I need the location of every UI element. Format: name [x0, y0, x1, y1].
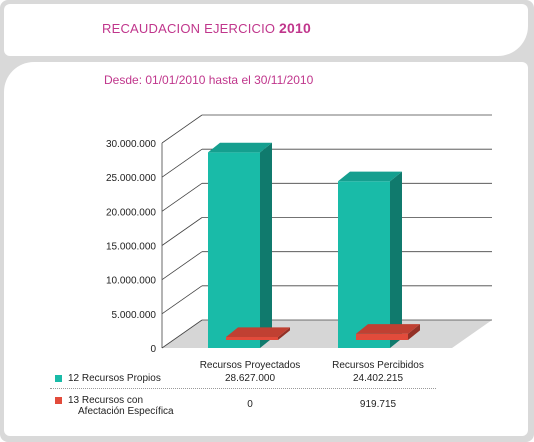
y-tick-label: 0 [150, 344, 156, 355]
bar-0-0-front [208, 152, 260, 348]
title-text: RECAUDACION EJERCICIO [102, 21, 276, 36]
bar-1-1-front [356, 333, 408, 340]
value-series2-projected: 0 [247, 399, 253, 410]
category-label-projected: Recursos Proyectados [199, 360, 301, 371]
legend-swatch-series1 [55, 375, 62, 382]
value-series2-received: 919.715 [359, 399, 397, 410]
gridline-diagonal [161, 319, 203, 349]
bar-0-1-top [338, 171, 402, 182]
date-range: Desde: 01/01/2010 hasta el 30/11/2010 [104, 73, 314, 87]
gridline-diagonal [161, 183, 203, 212]
gridline-diagonal [161, 148, 203, 178]
bar-1-0-front [226, 337, 278, 340]
bar-1-0-side [278, 327, 290, 340]
bar-1-1-side [408, 324, 420, 340]
title-year: 2010 [279, 20, 311, 36]
bar-0-0-side [260, 142, 272, 348]
y-tick-label: 15.000.000 [106, 242, 156, 253]
y-tick-label: 10.000.000 [106, 276, 156, 287]
y-tick-label: 30.000.000 [106, 139, 156, 150]
value-series1-projected: 28.627.000 [224, 373, 276, 384]
table-separator [50, 388, 436, 389]
page-title: RECAUDACION EJERCICIO 2010 [102, 20, 311, 36]
gridline-diagonal [161, 285, 203, 315]
category-label-received: Recursos Percibidos [332, 360, 424, 371]
value-series1-received: 24.402.215 [352, 373, 404, 384]
bar-1-0-top [226, 327, 290, 337]
bar-0-1-side [390, 171, 402, 348]
legend-label-series2-line1: 13 Recursos con [68, 395, 144, 406]
bar-layer [208, 142, 420, 348]
gridline-diagonal [161, 217, 203, 246]
y-tick-label: 5.000.000 [112, 310, 157, 321]
legend-label-series2-line2: Afectación Específica [78, 406, 174, 417]
gridline-diagonal [161, 251, 203, 280]
y-tick-label: 20.000.000 [106, 207, 156, 218]
bar-0-1-front [338, 181, 390, 348]
bar-0-0-top [208, 142, 272, 153]
legend-swatch-series2 [55, 397, 62, 404]
y-tick-label: 25.000.000 [106, 173, 156, 184]
tick-layer: 0 5.000.000 10.000.000 15.000.000 20.000.000… [106, 139, 157, 355]
bar-1-1-top [356, 324, 420, 334]
gridline-diagonal [161, 114, 203, 144]
legend-label-series1: 12 Recursos Propios [68, 373, 161, 384]
title-card [4, 4, 528, 56]
